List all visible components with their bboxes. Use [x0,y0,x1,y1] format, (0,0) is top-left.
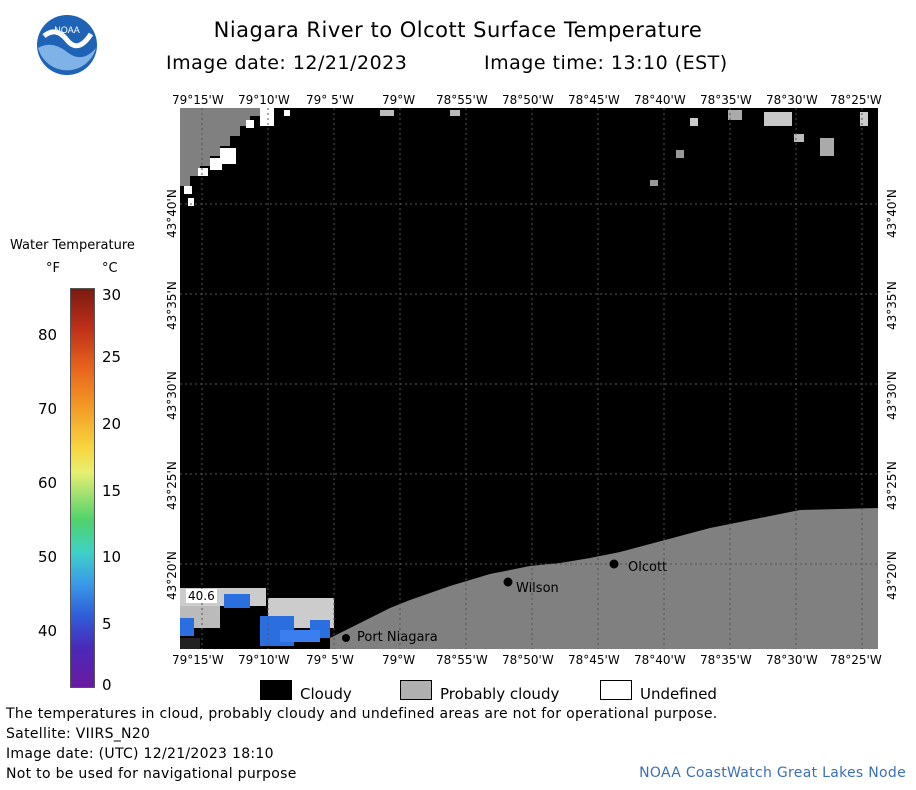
wilson-marker [503,577,513,587]
image-time: Image time: 13:10 (EST) [484,52,728,74]
lon-label-bottom: 78°50'W [502,653,554,667]
legend-swatch-cloudy [260,680,292,700]
lat-label-right: 43°20'N [885,551,899,600]
scale-c-tick: 0 [102,676,112,694]
place-wilson: Wilson [516,581,559,596]
scale-c-tick: 10 [102,548,122,566]
map-image [180,108,878,649]
scale-c-tick: 5 [102,615,112,633]
footer-navigation-warning: Not to be used for navigational purpose [6,766,297,782]
scale-unit-f: °F [46,261,60,276]
scale-f-tick: 70 [38,400,58,418]
scale-c-tick: 25 [102,348,122,366]
lon-label-bottom: 78°25'W [830,653,882,667]
scale-f-tick: 60 [38,474,58,492]
lon-label-bottom: 79°W [382,653,416,667]
lon-label-top: 79°10'W [238,93,290,107]
scale-title: Water Temperature [10,238,135,253]
lat-label-right: 43°25'N [885,461,899,510]
place-port-niagara: Port Niagara [357,630,438,645]
scale-unit-c: °C [102,261,118,276]
legend-swatch-probably-cloudy [400,680,432,700]
port-niagara-marker [342,634,350,642]
lat-label-left: 43°40'N [165,189,179,238]
lat-label-right: 43°35'N [885,281,899,330]
lon-label-bottom: 78°40'W [634,653,686,667]
image-date: Image date: 12/21/2023 [166,52,408,74]
lon-label-top: 78°25'W [830,93,882,107]
lon-label-bottom: 78°45'W [568,653,620,667]
noaa-logo: NOAA [37,15,97,75]
lon-label-top: 79° 5'W [306,93,354,107]
scale-c-tick: 15 [102,482,122,500]
lon-label-top: 78°55'W [436,93,488,107]
lon-label-bottom: 78°35'W [700,653,752,667]
scale-f-tick: 40 [38,622,58,640]
temp-callout: 40.6 [186,589,217,603]
scale-c-tick: 20 [102,415,122,433]
footer-image-date: Image date: (UTC) 12/21/2023 18:10 [6,746,274,762]
scale-c-tick: 30 [102,286,122,304]
map-title: Niagara River to Olcott Surface Temperat… [213,18,703,42]
lon-label-bottom: 78°55'W [436,653,488,667]
footer-credit: NOAA CoastWatch Great Lakes Node [639,765,906,781]
lon-label-bottom: 79°10'W [238,653,290,667]
lon-label-bottom: 78°30'W [766,653,818,667]
scale-f-tick: 50 [38,548,58,566]
lon-label-top: 78°45'W [568,93,620,107]
footer-satellite: Satellite: VIIRS_N20 [6,726,151,742]
footer-disclaimer: The temperatures in cloud, probably clou… [6,706,718,722]
place-olcott: Olcott [628,560,668,575]
color-scale-bar [70,288,95,688]
lon-label-top: 78°40'W [634,93,686,107]
lat-label-left: 43°30'N [165,371,179,420]
lat-label-left: 43°35'N [165,281,179,330]
lon-label-top: 78°30'W [766,93,818,107]
lat-label-left: 43°20'N [165,551,179,600]
olcott-marker [609,559,619,569]
legend-label-undefined: Undefined [640,685,717,703]
scale-f-tick: 80 [38,326,58,344]
logo-text: NOAA [54,25,80,35]
legend-label-cloudy: Cloudy [300,685,352,703]
legend-label-probably-cloudy: Probably cloudy [440,685,560,703]
lon-label-bottom: 79°15'W [172,653,224,667]
lon-label-top: 78°50'W [502,93,554,107]
lat-label-right: 43°40'N [885,189,899,238]
lon-label-top: 79°15'W [172,93,224,107]
lat-label-left: 43°25'N [165,461,179,510]
lon-label-top: 79°W [382,93,416,107]
legend-swatch-undefined [600,680,632,700]
lon-label-top: 78°35'W [700,93,752,107]
lon-label-bottom: 79° 5'W [306,653,354,667]
lat-label-right: 43°30'N [885,371,899,420]
